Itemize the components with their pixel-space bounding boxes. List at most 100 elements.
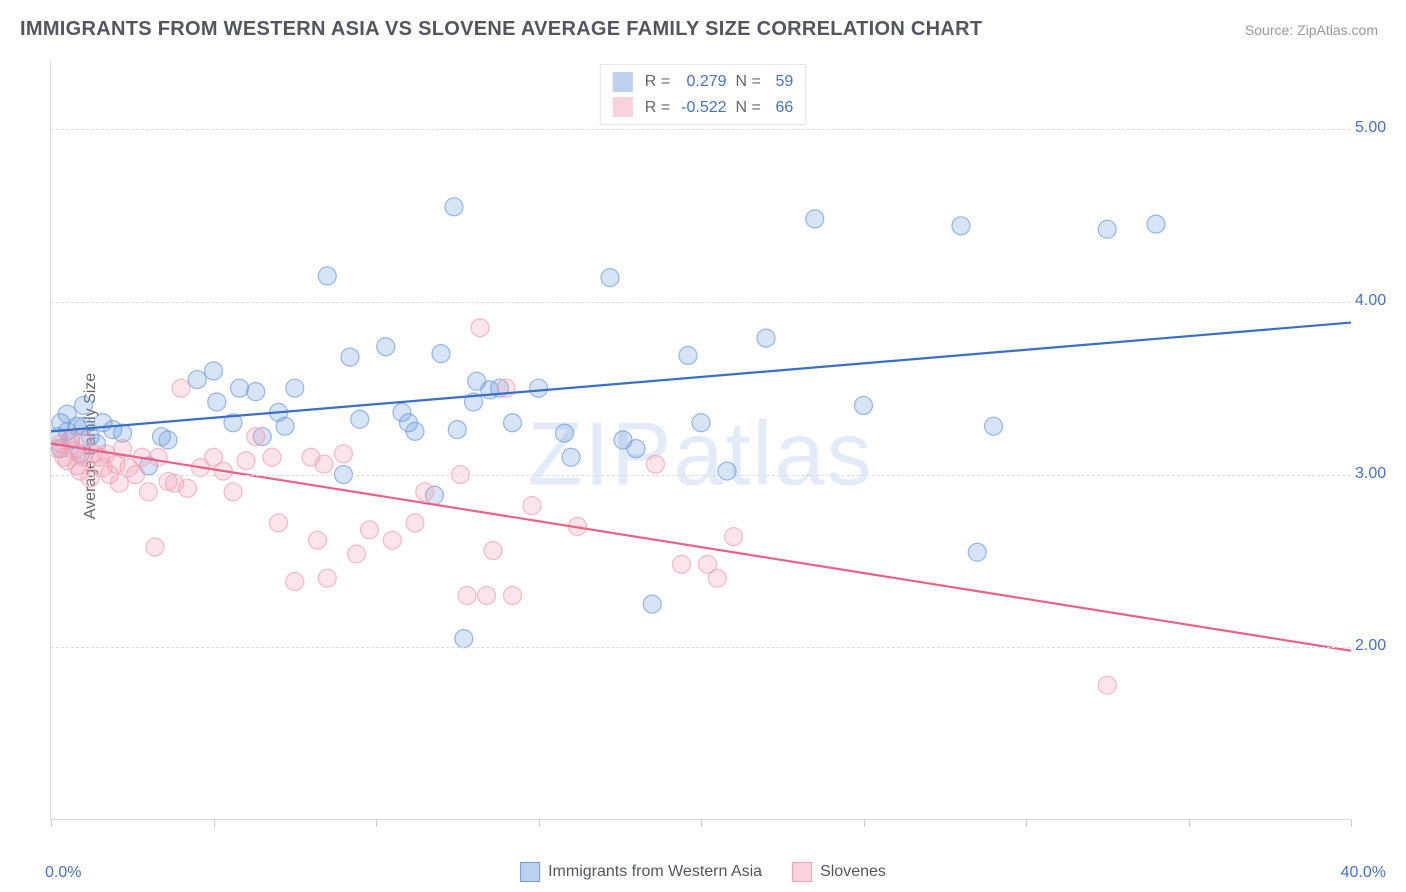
data-point: [276, 417, 294, 435]
data-point: [286, 379, 304, 397]
stats-text: R = 0.279 N = 59: [645, 69, 793, 95]
x-axis-min-label: 0.0%: [45, 864, 81, 882]
data-point: [237, 452, 255, 470]
data-point: [247, 383, 265, 401]
data-point: [110, 474, 128, 492]
data-point: [247, 428, 265, 446]
data-point: [318, 267, 336, 285]
data-point: [725, 528, 743, 546]
chart-title: IMMIGRANTS FROM WESTERN ASIA VS SLOVENE …: [20, 18, 982, 41]
data-point: [708, 569, 726, 587]
data-point: [159, 431, 177, 449]
stats-row: R = -0.522 N = 66: [613, 95, 793, 121]
data-point: [627, 440, 645, 458]
data-point: [562, 448, 580, 466]
data-point: [455, 630, 473, 648]
data-point: [406, 514, 424, 532]
data-point: [757, 329, 775, 347]
data-point: [530, 379, 548, 397]
source-attribution: Source: ZipAtlas.com: [1245, 22, 1378, 38]
data-point: [224, 483, 242, 501]
data-point: [968, 543, 986, 561]
data-point: [692, 414, 710, 432]
legend-swatch: [792, 862, 812, 882]
data-point: [504, 586, 522, 604]
x-tick: [214, 819, 215, 827]
data-point: [383, 531, 401, 549]
gridline: [51, 129, 1350, 130]
data-point: [188, 371, 206, 389]
data-point: [679, 346, 697, 364]
data-point: [855, 396, 873, 414]
data-point: [1098, 220, 1116, 238]
y-tick-label: 5.00: [1355, 119, 1400, 137]
data-point: [318, 569, 336, 587]
data-point: [351, 410, 369, 428]
data-point: [1147, 215, 1165, 233]
gridline: [51, 647, 1350, 648]
data-point: [315, 455, 333, 473]
data-point: [231, 379, 249, 397]
data-point: [952, 217, 970, 235]
data-point: [523, 497, 541, 515]
gridline: [51, 302, 1350, 303]
data-point: [179, 479, 197, 497]
data-point: [445, 198, 463, 216]
data-point: [985, 417, 1003, 435]
data-point: [504, 414, 522, 432]
data-point: [75, 396, 93, 414]
legend-item: Immigrants from Western Asia: [520, 862, 762, 882]
stats-text: R = -0.522 N = 66: [645, 95, 793, 121]
data-point: [643, 595, 661, 613]
data-point: [208, 393, 226, 411]
data-point: [146, 538, 164, 556]
y-tick-label: 3.00: [1355, 465, 1400, 483]
data-point: [601, 269, 619, 287]
data-point: [361, 521, 379, 539]
data-point: [149, 448, 167, 466]
data-point: [673, 555, 691, 573]
legend-item: Slovenes: [792, 862, 886, 882]
data-point: [377, 338, 395, 356]
data-point: [432, 345, 450, 363]
x-tick: [701, 819, 702, 827]
legend-label: Immigrants from Western Asia: [548, 863, 762, 881]
source-link[interactable]: ZipAtlas.com: [1297, 22, 1378, 38]
data-point: [286, 573, 304, 591]
data-point: [416, 483, 434, 501]
data-point: [406, 422, 424, 440]
data-point: [718, 462, 736, 480]
y-tick-label: 4.00: [1355, 292, 1400, 310]
data-point: [1098, 676, 1116, 694]
x-tick: [51, 819, 52, 827]
data-point: [309, 531, 327, 549]
data-point: [205, 362, 223, 380]
data-point: [140, 483, 158, 501]
stats-row: R = 0.279 N = 59: [613, 69, 793, 95]
stats-legend-box: R = 0.279 N = 59R = -0.522 N = 66: [600, 64, 806, 125]
legend-label: Slovenes: [820, 863, 886, 881]
data-point: [478, 586, 496, 604]
data-point: [471, 319, 489, 337]
gridline: [51, 475, 1350, 476]
x-axis-max-label: 40.0%: [1341, 864, 1386, 882]
legend-swatch: [613, 97, 633, 117]
x-tick: [1351, 819, 1352, 827]
data-point: [556, 424, 574, 442]
data-point: [172, 379, 190, 397]
data-point: [263, 448, 281, 466]
legend-swatch: [520, 862, 540, 882]
x-tick: [864, 819, 865, 827]
x-tick: [376, 819, 377, 827]
source-label: Source:: [1245, 22, 1297, 38]
data-point: [647, 455, 665, 473]
data-point: [270, 514, 288, 532]
x-tick: [539, 819, 540, 827]
y-tick-label: 2.00: [1355, 637, 1400, 655]
data-point: [341, 348, 359, 366]
data-point: [348, 545, 366, 563]
x-tick: [1189, 819, 1190, 827]
data-point: [484, 542, 502, 560]
data-point: [335, 445, 353, 463]
chart-plot-area: ZIPatlas 2.003.004.005.00: [50, 60, 1350, 820]
